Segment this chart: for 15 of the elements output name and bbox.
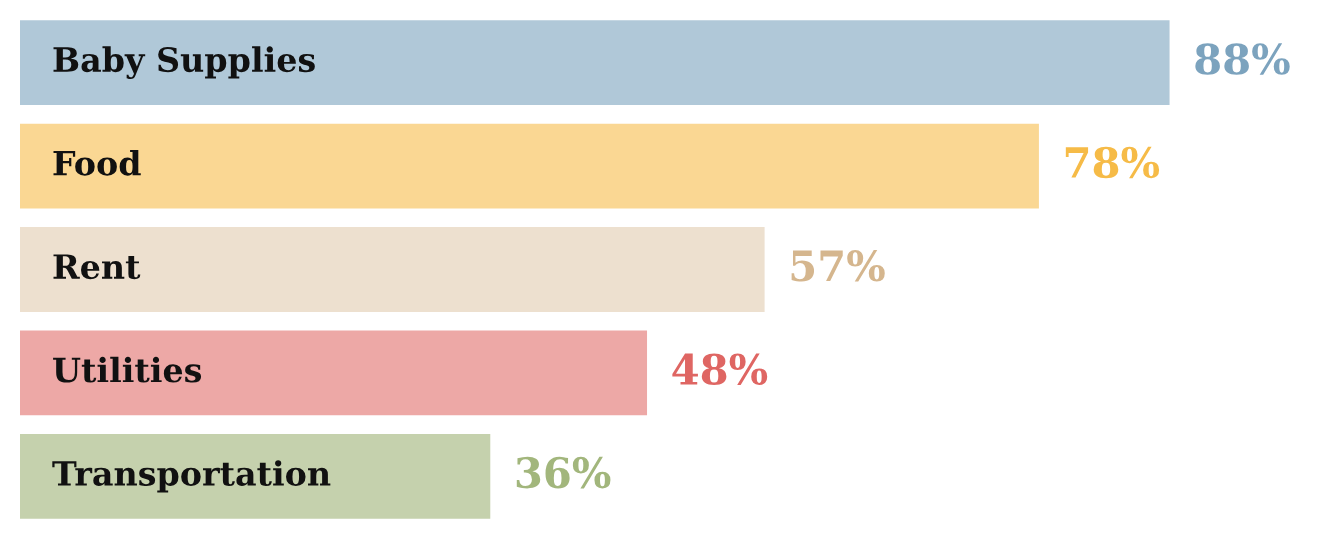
y-tick-label: Transportation <box>52 460 331 493</box>
bar <box>20 433 491 519</box>
data-label: 88% <box>1195 43 1290 75</box>
y-tick-label: Utilities <box>53 356 202 383</box>
data-label: 57% <box>791 250 885 282</box>
bar <box>20 330 648 416</box>
data-label: 78% <box>1065 146 1160 179</box>
bar <box>20 227 765 312</box>
y-tick-label: Rent <box>53 254 141 280</box>
y-tick-label: Baby Supplies <box>53 46 315 80</box>
y-tick-label: Food <box>53 149 141 176</box>
bar <box>20 123 1039 209</box>
data-label: 48% <box>672 353 768 385</box>
data-label: 36% <box>516 456 611 489</box>
bar <box>20 20 1170 106</box>
